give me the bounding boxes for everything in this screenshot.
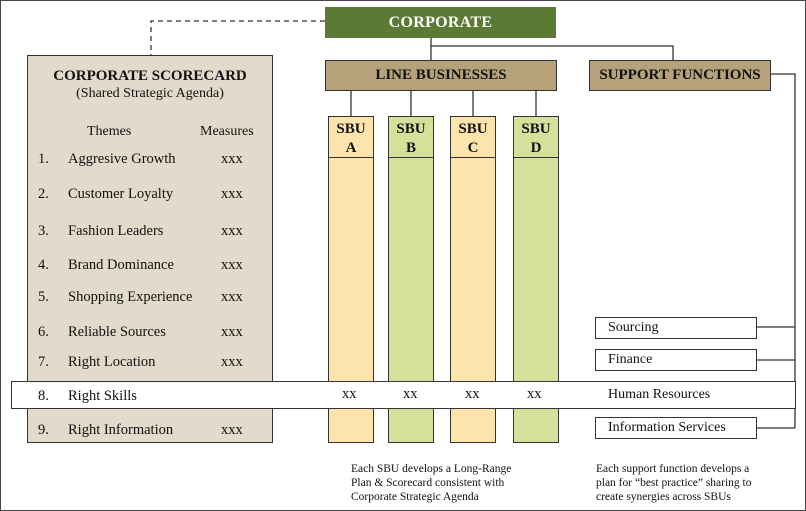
sbu-a-skills-cell: xx bbox=[342, 386, 357, 402]
right-skills-band bbox=[11, 381, 796, 409]
sbu-a-header: SBU A bbox=[328, 116, 374, 158]
theme-measure: xxx bbox=[221, 324, 243, 340]
sbu-b-header: SBU B bbox=[388, 116, 434, 158]
theme-measure: xxx bbox=[221, 422, 243, 438]
sourcing-box: Sourcing bbox=[595, 317, 757, 339]
corporate-scorecard-panel bbox=[27, 55, 273, 443]
sbu-b-skills-cell: xx bbox=[403, 386, 418, 402]
sbu-d-header: SBU D bbox=[513, 116, 559, 158]
theme-number: 9. bbox=[38, 422, 49, 438]
corporate-to-support-connector bbox=[431, 45, 674, 60]
theme-measure: xxx bbox=[221, 151, 243, 167]
theme-label: Right Skills bbox=[68, 388, 137, 404]
theme-number: 1. bbox=[38, 151, 49, 167]
theme-measure: xxx bbox=[221, 186, 243, 202]
theme-number: 8. bbox=[38, 388, 49, 404]
themes-header: Themes bbox=[87, 124, 132, 139]
support-note-line: plan for “best practice” sharing to bbox=[596, 477, 752, 489]
sbu-d-letter: D bbox=[530, 140, 542, 156]
theme-measure: xxx bbox=[221, 223, 243, 239]
finance-box: Finance bbox=[595, 349, 757, 371]
sbu-b-letter: B bbox=[405, 140, 416, 156]
theme-label: Fashion Leaders bbox=[68, 223, 164, 239]
support-note-line: create synergies across SBUs bbox=[596, 491, 731, 503]
sbu-c-skills-cell: xx bbox=[465, 386, 480, 402]
theme-label: Customer Loyalty bbox=[68, 186, 174, 202]
theme-number: 7. bbox=[38, 354, 49, 370]
support-bracket-connector bbox=[771, 73, 796, 428]
sbu-c-header: SBU C bbox=[450, 116, 496, 158]
theme-label: Right Location bbox=[68, 354, 156, 370]
sbu-note-line: Plan & Scorecard consistent with bbox=[351, 477, 505, 489]
sbu-c-label: SBU bbox=[458, 121, 488, 137]
theme-label: Shopping Experience bbox=[68, 289, 193, 305]
theme-number: 3. bbox=[38, 223, 49, 239]
information-services-box: Information Services bbox=[595, 417, 757, 439]
sbu-note-line: Corporate Strategic Agenda bbox=[351, 491, 479, 503]
theme-number: 5. bbox=[38, 289, 49, 305]
sbu-b-label: SBU bbox=[396, 121, 426, 137]
dashed-connector bbox=[150, 20, 325, 55]
sbu-c-letter: C bbox=[467, 140, 479, 156]
measures-header: Measures bbox=[200, 124, 254, 139]
scorecard-subtitle: (Shared Strategic Agenda) bbox=[76, 86, 224, 101]
support-note: Each support function develops a plan fo… bbox=[596, 462, 752, 504]
theme-label: Right Information bbox=[68, 422, 174, 438]
corporate-box: CORPORATE bbox=[325, 7, 556, 38]
theme-label: Reliable Sources bbox=[68, 324, 166, 340]
human-resources-label: Human Resources bbox=[608, 387, 711, 402]
support-functions-box: SUPPORT FUNCTIONS bbox=[589, 60, 771, 91]
theme-number: 2. bbox=[38, 186, 49, 202]
theme-measure: xxx bbox=[221, 289, 243, 305]
sbu-note: Each SBU develops a Long-Range Plan & Sc… bbox=[351, 462, 511, 504]
theme-measure: xxx bbox=[221, 354, 243, 370]
theme-label: Brand Dominance bbox=[68, 257, 174, 273]
sbu-a-label: SBU bbox=[336, 121, 366, 137]
theme-label: Aggresive Growth bbox=[68, 151, 176, 167]
line-businesses-box: LINE BUSINESSES bbox=[325, 60, 557, 91]
scorecard-title: CORPORATE SCORECARD bbox=[53, 68, 247, 84]
sbu-d-skills-cell: xx bbox=[527, 386, 542, 402]
support-note-line: Each support function develops a bbox=[596, 463, 750, 475]
sbu-note-line: Each SBU develops a Long-Range bbox=[351, 463, 512, 475]
sbu-a-letter: A bbox=[345, 140, 357, 156]
theme-number: 4. bbox=[38, 257, 49, 273]
theme-number: 6. bbox=[38, 324, 49, 340]
sbu-d-label: SBU bbox=[521, 121, 551, 137]
theme-measure: xxx bbox=[221, 257, 243, 273]
